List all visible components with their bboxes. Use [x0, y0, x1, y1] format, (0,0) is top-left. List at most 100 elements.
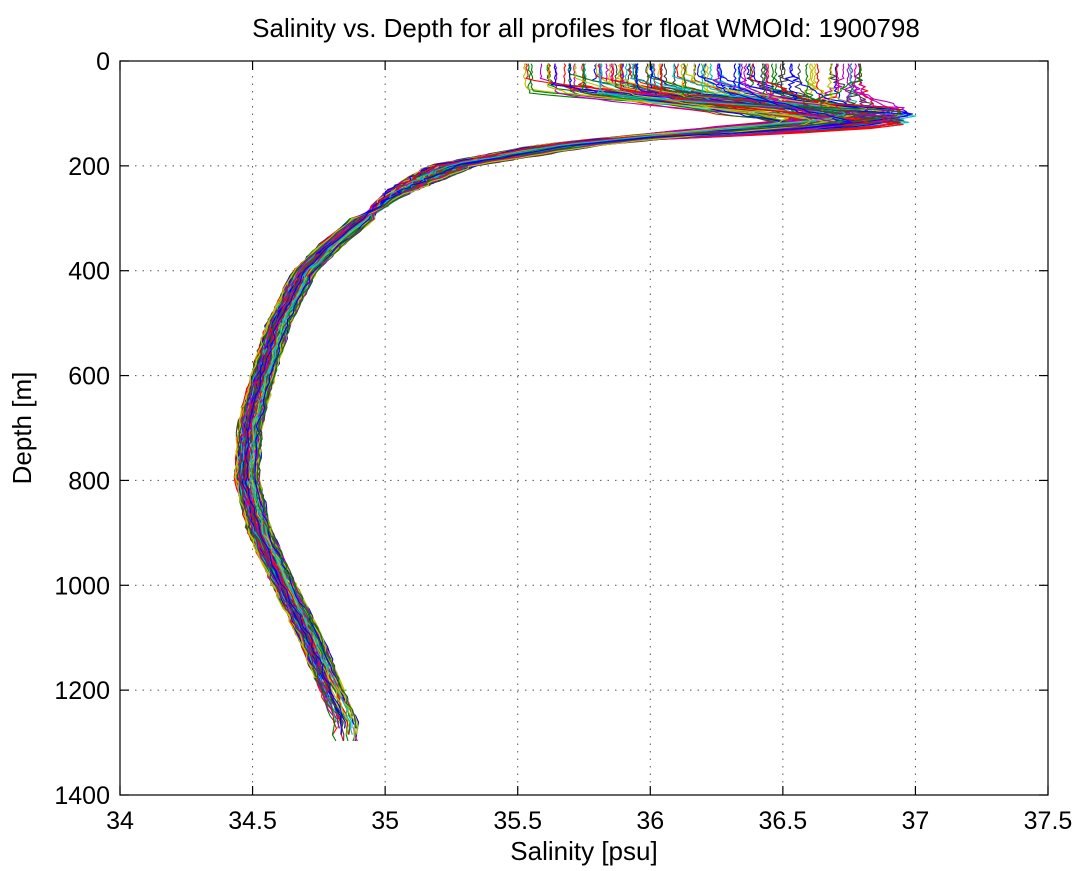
profile-line [253, 63, 848, 729]
profile-line [248, 63, 866, 735]
profile-line [238, 63, 892, 679]
profile-line [250, 63, 855, 698]
profile-line [237, 63, 903, 672]
profile-line [234, 63, 888, 679]
profile-line [239, 63, 851, 729]
profile-line [235, 63, 883, 717]
profile-line [249, 63, 846, 672]
y-tick-label: 800 [68, 467, 110, 495]
y-tick-label: 1200 [54, 677, 110, 705]
x-tick-label: 34.5 [228, 807, 277, 835]
x-tick-label: 35 [371, 807, 399, 835]
profile-line [243, 63, 902, 691]
y-axis-label: Depth [m] [7, 372, 37, 485]
profile-line [242, 63, 785, 742]
profile-line [256, 63, 836, 742]
profile-line [250, 63, 828, 685]
profile-line [247, 63, 871, 654]
x-tick-label: 35.5 [493, 807, 542, 835]
x-tick-label: 37 [902, 807, 930, 835]
chart-title: Salinity vs. Depth for all profiles for … [252, 13, 920, 43]
x-tick-label: 36.5 [759, 807, 808, 835]
profile-line [236, 63, 856, 710]
profile-line [253, 63, 900, 666]
profile-line [238, 63, 845, 729]
profile-line [255, 63, 840, 698]
profile-line [242, 63, 905, 742]
profile-line [254, 63, 789, 742]
profile-line [235, 63, 910, 673]
profile-line [253, 63, 905, 704]
grid-lines [120, 61, 1048, 795]
profile-line [254, 63, 870, 717]
profile-line [254, 63, 866, 666]
profile-line [237, 63, 820, 698]
profile-line [241, 63, 909, 735]
profile-line [234, 63, 869, 698]
profile-line [244, 63, 851, 729]
profile-line [251, 63, 902, 654]
x-tick-label: 34 [106, 807, 134, 835]
profile-line [243, 63, 872, 717]
profile-line [245, 63, 896, 666]
y-axis-ticks: 0 200 400 600 800 1000 1200 1400 [54, 48, 1048, 810]
profile-line [236, 63, 861, 710]
profile-line [248, 63, 901, 666]
y-tick-label: 1000 [54, 572, 110, 600]
profile-line [246, 63, 895, 666]
x-axis-ticks: 34 34.5 35 35.5 36 36.5 37 37.5 [106, 61, 1072, 835]
profile-line [242, 63, 895, 679]
profile-line [235, 63, 917, 685]
profile-line [241, 63, 837, 704]
profile-line [240, 63, 849, 685]
profile-line [252, 63, 815, 723]
profile-line [255, 63, 782, 704]
profile-line [257, 63, 859, 735]
profile-line [252, 63, 863, 666]
profile-line [240, 63, 826, 723]
profile-line [243, 63, 896, 666]
profile-line [245, 63, 860, 723]
profile-line [238, 63, 841, 710]
y-tick-label: 600 [68, 363, 110, 391]
profile-line [254, 63, 860, 704]
profile-line [248, 63, 829, 735]
profile-line [256, 63, 846, 729]
profile-line [250, 63, 893, 666]
profile-line [233, 63, 864, 710]
profile-line [254, 63, 832, 691]
profile-line [239, 63, 836, 717]
profile-line [254, 63, 908, 654]
profile-line [248, 63, 904, 735]
profile-line [250, 63, 786, 735]
profile-line [256, 63, 863, 692]
profile-line [252, 63, 895, 704]
profile-line [242, 63, 798, 710]
profile-line [243, 63, 866, 729]
profile-line [246, 63, 910, 672]
x-axis-label: Salinity [psu] [510, 836, 657, 866]
profile-line [251, 63, 854, 691]
x-tick-label: 37.5 [1024, 807, 1073, 835]
profile-line [254, 63, 841, 685]
profile-line [256, 63, 863, 742]
profile-line [235, 63, 824, 735]
profile-line [237, 63, 840, 723]
profile-line [246, 63, 865, 729]
y-tick-label: 1400 [54, 782, 110, 810]
profile-line [255, 63, 818, 685]
profile-line [252, 63, 843, 698]
profile-line [238, 63, 848, 723]
y-tick-label: 200 [68, 153, 110, 181]
profile-line [249, 63, 852, 673]
plot-frame [119, 60, 1049, 796]
profile-line [234, 63, 812, 679]
profile-line [236, 63, 886, 698]
profile-line [254, 63, 807, 742]
profile-line [244, 63, 900, 698]
profile-line [238, 63, 851, 704]
y-tick-label: 0 [96, 48, 110, 76]
profile-line [248, 63, 803, 742]
profile-line [256, 63, 883, 660]
